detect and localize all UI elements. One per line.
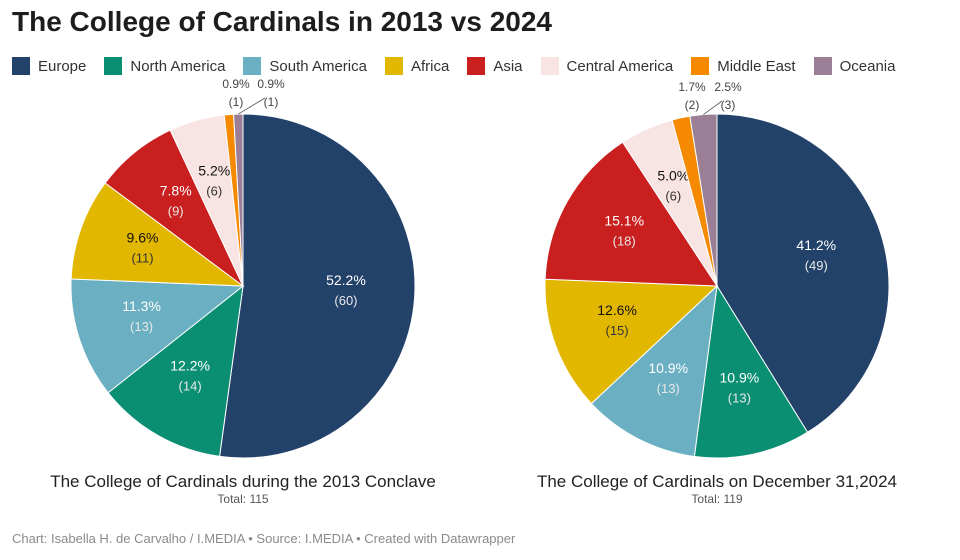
legend-label: Europe — [38, 57, 87, 75]
legend-swatch — [104, 57, 123, 75]
slice-count-label: (13) — [657, 381, 680, 396]
slice-count-label: (11) — [131, 250, 153, 265]
slice-count-label: (15) — [605, 323, 628, 338]
legend-item-central-america: Central America — [540, 57, 674, 75]
pie-1-caption: The College of Cardinals during the 2013… — [23, 472, 463, 506]
legend-label: Central America — [566, 57, 674, 75]
pie-2-slice-europe — [716, 113, 890, 433]
leader-line — [238, 97, 266, 115]
slice-count-label: (18) — [613, 233, 636, 248]
pie-1-total: Total: 115 — [217, 492, 269, 506]
slice-count-label: (6) — [665, 189, 681, 204]
slice-count-label: (1) — [229, 95, 244, 109]
slice-percent-label: 2.5% — [714, 80, 742, 94]
slice-count-label: (1) — [264, 95, 279, 109]
pie-2-slice-north-america — [693, 284, 809, 459]
pie-1-slice-africa — [70, 182, 245, 287]
pie-2-slice-africa — [544, 278, 719, 405]
legend-label: Oceania — [839, 57, 896, 75]
pie-1-title: The College of Cardinals during the 2013… — [50, 472, 436, 491]
legend-item-oceania: Oceania — [813, 57, 896, 75]
legend-item-asia: Asia — [467, 57, 523, 75]
pie-1-slice-oceania — [233, 113, 244, 287]
legend-swatch — [243, 57, 262, 75]
slice-count-label: (14) — [179, 379, 202, 394]
legend-label: South America — [269, 57, 367, 75]
chart-title: The College of Cardinals in 2013 vs 2024 — [12, 6, 552, 37]
leader-line — [703, 100, 723, 115]
legend-label: Africa — [410, 57, 450, 75]
slice-percent-label: 1.7% — [678, 80, 706, 94]
footer-credits: Chart: Isabella H. de Carvalho / I.MEDIA… — [12, 531, 516, 546]
slice-count-label: (49) — [805, 258, 828, 273]
pie-2-slice-south-america — [590, 284, 718, 458]
legend-item-europe: Europe — [12, 57, 86, 75]
pie-1-slice-north-america — [107, 284, 244, 457]
legend-swatch — [813, 57, 832, 75]
pie-1-slice-europe — [219, 113, 416, 459]
slice-count-label: (60) — [334, 293, 357, 308]
slice-percent-label: 10.9% — [720, 369, 760, 385]
slice-percent-label: 9.6% — [127, 229, 159, 245]
pie-2-title: The College of Cardinals on December 31,… — [536, 472, 898, 491]
slice-percent-label: 0.9% — [257, 77, 285, 91]
legend-label: Middle East — [717, 57, 796, 75]
slice-percent-label: 11.3% — [122, 298, 161, 314]
pie-1-slice-south-america — [70, 278, 245, 394]
legend-item-middle-east: Middle East — [691, 57, 796, 75]
legend-item-africa: Africa — [384, 57, 450, 75]
pie-2-caption: The College of Cardinals on December 31,… — [497, 472, 937, 506]
slice-count-label: (9) — [168, 203, 184, 218]
pie-2-total: Total: 119 — [691, 492, 743, 506]
legend-swatch — [540, 57, 559, 75]
legend-swatch — [467, 57, 486, 75]
slice-count-label: (2) — [685, 98, 700, 112]
legend-item-south-america: South America — [243, 57, 367, 75]
slice-count-label: (3) — [721, 98, 736, 112]
slice-percent-label: 41.2% — [796, 237, 836, 253]
legend-swatch — [12, 57, 30, 75]
slice-percent-label: 10.9% — [648, 360, 688, 376]
slice-percent-label: 12.2% — [170, 358, 210, 374]
legend-item-north-america: North America — [104, 57, 225, 75]
slice-count-label: (13) — [130, 319, 153, 334]
slice-count-label: (6) — [206, 183, 222, 198]
legend-swatch — [691, 57, 710, 75]
slice-percent-label: 7.8% — [160, 182, 192, 198]
legend: Europe North America South America Africa As… — [12, 57, 913, 75]
slice-percent-label: 5.0% — [657, 168, 689, 184]
slice-percent-label: 5.2% — [198, 162, 230, 178]
legend-label: Asia — [493, 57, 523, 75]
slice-percent-label: 12.6% — [597, 302, 637, 318]
legend-swatch — [384, 57, 403, 75]
slice-percent-label: 0.9% — [222, 77, 250, 91]
slice-count-label: (13) — [728, 390, 751, 405]
pie-2-slice-asia — [544, 141, 718, 287]
legend-label: North America — [130, 57, 226, 75]
slice-percent-label: 15.1% — [604, 212, 644, 228]
slice-percent-label: 52.2% — [326, 272, 366, 288]
